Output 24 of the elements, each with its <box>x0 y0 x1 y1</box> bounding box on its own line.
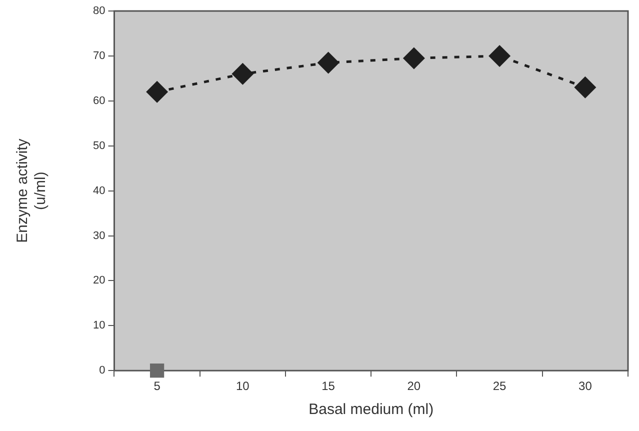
point <box>317 52 340 74</box>
x-axis-title: Basal medium (ml) <box>308 401 434 418</box>
y-tick-label: 0 <box>99 364 106 377</box>
point <box>150 364 164 378</box>
point <box>574 76 596 98</box>
y-tick-label: 10 <box>92 320 106 332</box>
x-tick-label: 25 <box>492 379 507 394</box>
point <box>232 62 254 85</box>
x-tick-label: 5 <box>154 379 161 394</box>
point <box>146 80 168 103</box>
y-tick-label: 30 <box>92 230 106 242</box>
x-tick-label: 20 <box>407 379 421 394</box>
x-tick-label: 30 <box>578 379 592 394</box>
x-tick-label: 10 <box>236 379 250 394</box>
y-tick-label: 50 <box>92 140 106 152</box>
y-tick-label: 40 <box>92 184 106 197</box>
y-tick-label: 70 <box>92 50 106 62</box>
point <box>402 47 425 70</box>
point <box>488 44 511 67</box>
y-tick-label: 60 <box>92 94 106 107</box>
y-axis-title: Enzyme activity (u/ml) <box>14 138 50 243</box>
x-tick-label: 15 <box>322 379 336 394</box>
y-tick-label: 80 <box>92 5 106 18</box>
y-tick-label: 20 <box>92 274 106 287</box>
